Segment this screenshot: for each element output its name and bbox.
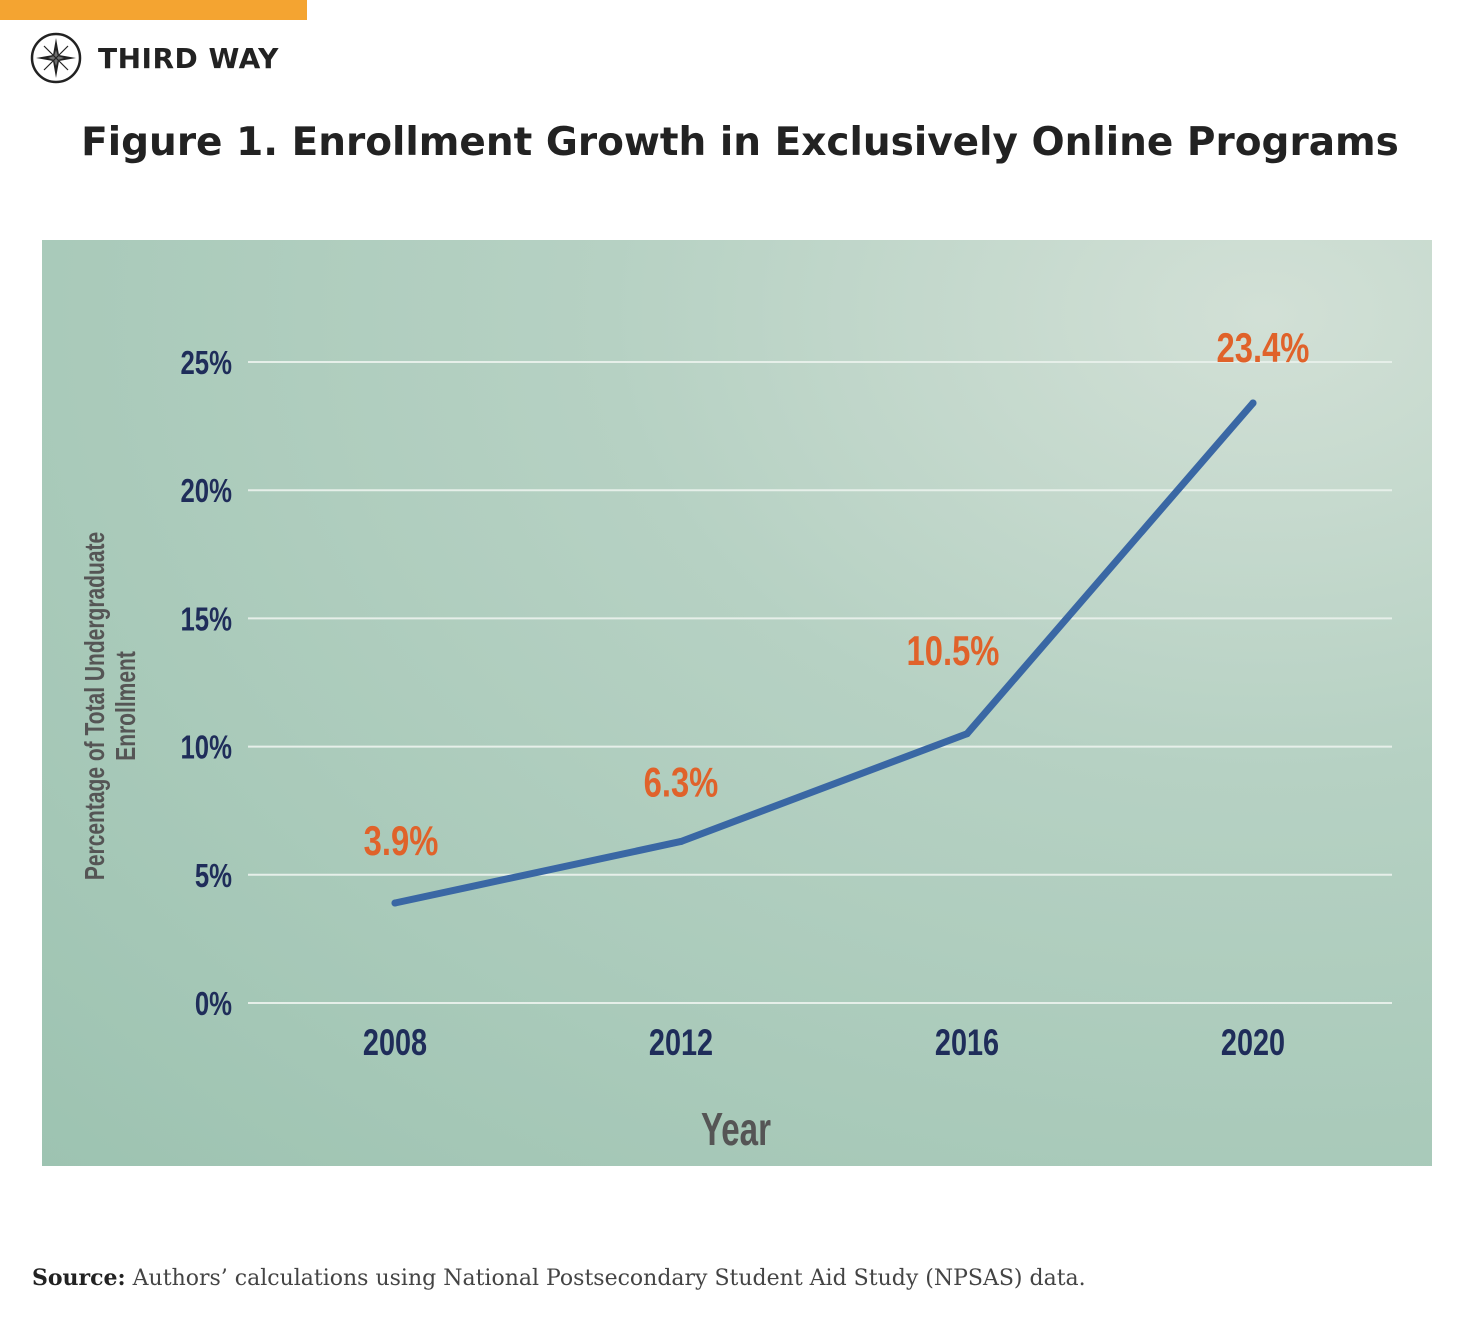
data-point (1249, 399, 1257, 407)
brand-accent-bar (0, 0, 307, 20)
source-text: Authors’ calculations using National Pos… (132, 1266, 1086, 1291)
source-note: Source: Authors’ calculations using Nati… (32, 1265, 1086, 1291)
y-tick-label: 15% (181, 601, 232, 638)
compass-star-icon (30, 32, 82, 84)
y-tick-label: 0% (195, 986, 232, 1023)
data-point (963, 730, 971, 738)
brand-name: THIRD WAY (98, 41, 279, 75)
x-tick-label: 2016 (935, 1023, 999, 1064)
y-tick-label: 10% (181, 730, 232, 767)
data-point (677, 837, 685, 845)
x-axis-title: Year (701, 1105, 771, 1155)
y-axis-title-line: Percentage of Total Undergraduate (80, 532, 111, 880)
brand-logo: THIRD WAY (30, 32, 279, 84)
y-tick-label: 5% (195, 858, 232, 895)
y-tick-label: 25% (181, 345, 232, 382)
data-label: 3.9% (364, 817, 439, 864)
chart-background (42, 240, 1432, 1166)
y-axis-title: Percentage of Total UndergraduateEnrollm… (80, 532, 142, 880)
data-point (391, 899, 399, 907)
x-tick-label: 2008 (363, 1023, 427, 1064)
source-label: Source: (32, 1265, 126, 1291)
data-label: 10.5% (907, 627, 1000, 674)
data-label: 23.4% (1217, 324, 1310, 371)
x-tick-label: 2020 (1221, 1023, 1285, 1064)
y-axis-title-line: Enrollment (111, 651, 142, 761)
series-line (391, 399, 1257, 907)
y-tick-label: 20% (181, 473, 232, 510)
data-label: 6.3% (644, 759, 719, 806)
figure-title: Figure 1. Enrollment Growth in Exclusive… (81, 120, 1399, 165)
x-tick-label: 2012 (649, 1023, 713, 1064)
